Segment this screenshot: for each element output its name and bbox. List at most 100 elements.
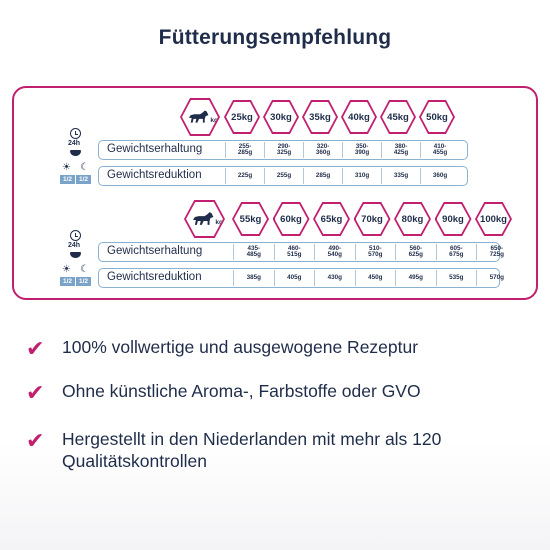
dog-hexagon-inner: kg	[186, 202, 223, 236]
reduction-value-text: 225g	[237, 171, 253, 179]
dog-icon	[192, 212, 214, 225]
weight-label: 55kg	[234, 204, 267, 234]
weight-label: 45kg	[382, 102, 414, 132]
reduction-value-text: 335g	[393, 171, 409, 179]
reduction-value: 255g	[264, 168, 303, 184]
weight-hexagon: 65kg	[313, 202, 350, 236]
feeding-table-frame: kg 25kg 30kg 35kg 40kg 45kg 50kg 24h ☀ ☾ 1/2 1/2 Gew…	[12, 86, 538, 300]
maintenance-value-text: 510- 570g	[368, 244, 383, 258]
reduction-value: 430g	[314, 270, 355, 286]
reduction-value-text: 310g	[354, 171, 370, 179]
reduction-value-text: 255g	[276, 171, 292, 179]
sun-icon: ☀	[62, 162, 71, 173]
reduction-value: 495g	[395, 270, 436, 286]
dog-weight-hexagon: kg	[180, 98, 220, 136]
weight-hexagon: 40kg	[341, 100, 377, 134]
bowl-icon	[70, 252, 81, 258]
reduction-value-text: 385g	[246, 273, 261, 281]
maintenance-value-text: 290- 325g	[276, 142, 292, 156]
checkmark-icon: ✔	[26, 336, 45, 361]
moon-icon: ☾	[80, 264, 89, 275]
reduction-value: 285g	[303, 168, 342, 184]
weight-hexagon: 80kg	[394, 202, 431, 236]
reduction-value-text: 495g	[408, 273, 423, 281]
reduction-value-text: 285g	[315, 171, 331, 179]
checkmark-icon: ✔	[26, 380, 45, 405]
clock-icon	[70, 230, 81, 241]
bowl-icon	[70, 150, 81, 156]
maintenance-label: Gewichtserhaltung	[107, 245, 203, 257]
half-portion-badge: 1/2	[60, 175, 75, 184]
reduction-value-text: 450g	[368, 273, 383, 281]
weight-hexagon: 35kg	[302, 100, 338, 134]
maintenance-value-text: 255- 285g	[237, 142, 253, 156]
reduction-value-text: 360g	[432, 171, 448, 179]
weight-label: 100kg	[477, 204, 510, 234]
maintenance-value: 460- 515g	[273, 244, 315, 260]
benefit-text: Ohne künstliche Aroma-, Farbstoffe oder …	[62, 381, 421, 401]
maintenance-value-text: 380- 425g	[393, 142, 409, 156]
moon-icon: ☾	[80, 162, 89, 173]
maintenance-value: 560- 625g	[395, 244, 436, 260]
maintenance-row: Gewichtserhaltung 435- 485g 460- 515g 490- …	[98, 242, 504, 262]
reduction-value: 570g	[476, 270, 517, 286]
sun-icon: ☀	[62, 264, 71, 275]
weight-hexagon: 45kg	[380, 100, 416, 134]
dog-unit-label: kg	[215, 218, 223, 226]
weight-label: 90kg	[436, 204, 470, 234]
reduction-row: Gewichtsreduktion 385g 405g 430g 450g 495g 535…	[98, 268, 504, 288]
weight-hexagon: 90kg	[434, 202, 472, 236]
maintenance-row: Gewichtserhaltung 255- 285g 290- 325g 320- …	[98, 140, 468, 160]
maintenance-value-text: 560- 625g	[408, 244, 423, 258]
dog-weight-hexagon: kg	[184, 200, 225, 238]
reduction-label: Gewichtsreduktion	[107, 271, 202, 283]
reduction-value-text: 535g	[449, 273, 464, 281]
dog-unit-label: kg	[210, 116, 218, 124]
reduction-value: 335g	[381, 168, 420, 184]
maintenance-value: 350- 390g	[342, 142, 381, 158]
maintenance-value-text: 650- 725g	[489, 244, 504, 258]
weight-label: 65kg	[315, 204, 348, 234]
maintenance-value-text: 350- 390g	[354, 142, 370, 156]
weight-hexagon: 70kg	[353, 202, 391, 236]
maintenance-value: 410- 455g	[420, 142, 459, 158]
weight-label: 25kg	[226, 102, 258, 132]
half-portion-badge: 1/2	[76, 277, 91, 286]
h24-label: 24h	[68, 140, 81, 147]
page-title: Fütterungsempfehlung	[158, 26, 392, 49]
maintenance-value: 510- 570g	[354, 244, 396, 260]
weight-label: 60kg	[274, 204, 308, 234]
maintenance-label: Gewichtserhaltung	[107, 143, 203, 155]
weight-label: 40kg	[343, 102, 375, 132]
weight-hexagon: 60kg	[272, 202, 310, 236]
maintenance-value: 320- 360g	[303, 142, 342, 158]
weight-label: 30kg	[265, 102, 297, 132]
maintenance-value-text: 460- 515g	[287, 244, 302, 258]
reduction-value-text: 405g	[287, 273, 302, 281]
clock-icon	[70, 128, 81, 139]
maintenance-value-text: 605- 675g	[449, 244, 464, 258]
maintenance-value: 255- 285g	[225, 142, 264, 158]
weight-label: 50kg	[421, 102, 453, 132]
weight-hexagon: 55kg	[232, 202, 269, 236]
dog-icon	[188, 110, 209, 123]
dog-hexagon-inner: kg	[182, 100, 218, 134]
maintenance-value: 490- 540g	[314, 244, 355, 260]
reduction-value: 385g	[233, 270, 274, 286]
maintenance-value-text: 320- 360g	[315, 142, 331, 156]
weight-label: 35kg	[304, 102, 336, 132]
maintenance-value: 380- 425g	[381, 142, 420, 158]
weight-label: 80kg	[396, 204, 429, 234]
reduction-value: 535g	[435, 270, 477, 286]
reduction-value-text: 430g	[327, 273, 342, 281]
weight-hexagon: 25kg	[224, 100, 260, 134]
weight-hexagon: 30kg	[263, 100, 299, 134]
maintenance-value-text: 410- 455g	[432, 142, 448, 156]
maintenance-value: 650- 725g	[476, 244, 517, 260]
weight-label: 70kg	[355, 204, 389, 234]
reduction-value: 310g	[342, 168, 381, 184]
maintenance-value: 435- 485g	[233, 244, 274, 260]
checkmark-icon: ✔	[26, 428, 45, 453]
half-portion-badge: 1/2	[60, 277, 75, 286]
benefit-text: Hergestellt in den Niederlanden mit mehr…	[62, 429, 442, 471]
